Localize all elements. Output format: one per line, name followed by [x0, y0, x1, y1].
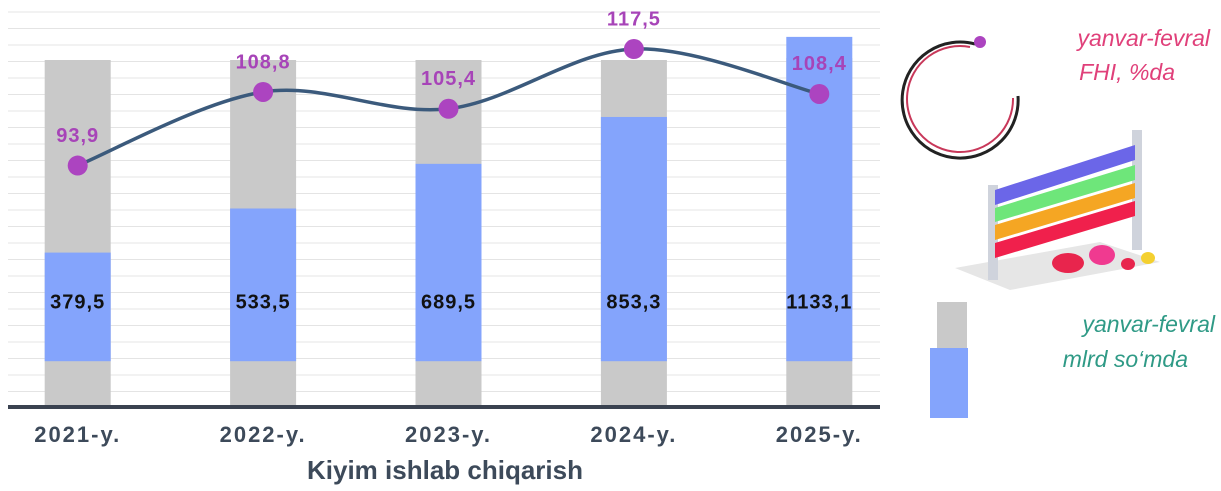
line-marker	[67, 155, 88, 176]
chart-title: Kiyim ishlab chiqarish	[307, 455, 583, 485]
x-tick-label: 2022-y.	[220, 422, 307, 447]
line-marker	[253, 81, 274, 102]
legend-swatch	[937, 302, 967, 348]
x-tick-label: 2021-y.	[34, 422, 121, 447]
legend-marker	[974, 36, 986, 48]
bar	[44, 252, 111, 362]
line-marker	[809, 83, 830, 104]
legend-swatch	[930, 348, 968, 418]
bar	[600, 116, 667, 362]
legend-ring	[900, 40, 1020, 160]
legend-label: yanvar-fevral	[1080, 311, 1215, 337]
legend-label: mlrd so‘mda	[1063, 346, 1188, 372]
legend-label: yanvar-fevral	[1075, 25, 1210, 51]
legend-ring	[906, 45, 1015, 154]
x-tick-label: 2023-y.	[405, 422, 492, 447]
line-marker	[438, 98, 459, 119]
bar-value-label: 1133,1	[786, 291, 852, 313]
line-value-label: 117,5	[607, 8, 661, 30]
x-tick-label: 2025-y.	[776, 422, 863, 447]
line-value-label: 93,9	[56, 125, 99, 147]
bar	[415, 163, 482, 362]
line-value-label: 108,8	[236, 51, 291, 73]
legend-label: FHI, %da	[1079, 59, 1175, 85]
illustration	[955, 130, 1160, 290]
bar-value-label: 379,5	[50, 291, 105, 313]
line-value-label: 105,4	[421, 68, 476, 90]
bar-value-label: 853,3	[606, 291, 661, 313]
x-tick-label: 2024-y.	[590, 422, 677, 447]
line-value-label: 108,4	[792, 53, 847, 75]
bar-value-label: 533,5	[236, 291, 291, 313]
bar	[230, 208, 297, 362]
bar-value-label: 689,5	[421, 291, 476, 313]
line-marker	[623, 39, 644, 60]
